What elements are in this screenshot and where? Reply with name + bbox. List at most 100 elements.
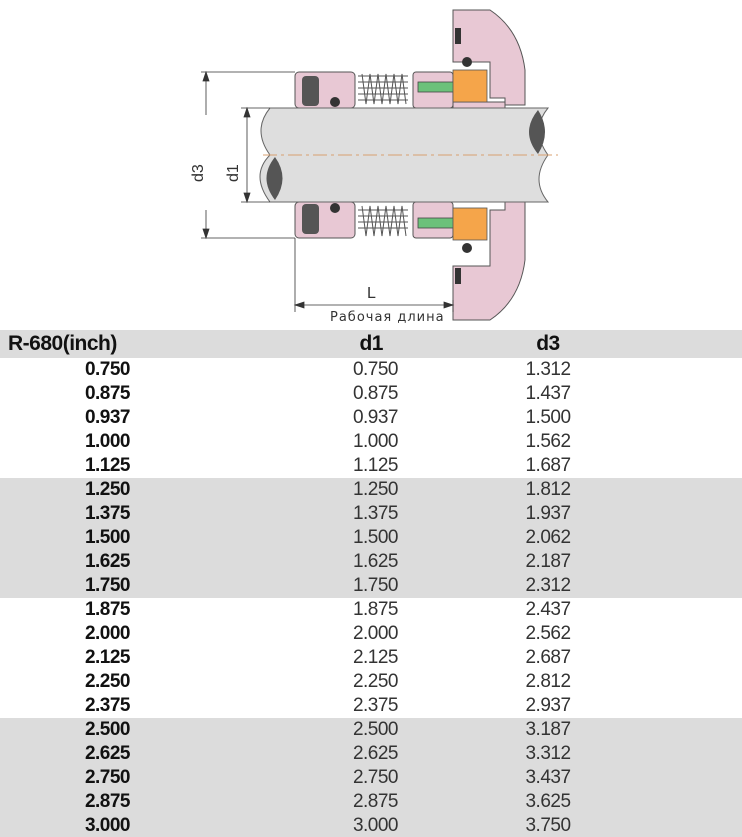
d3-cell: 3.437 [493, 766, 603, 790]
d3-cell: 2.062 [493, 526, 603, 550]
d3-cell: 3.750 [493, 814, 603, 837]
d3-cell: 2.812 [493, 670, 603, 694]
d3-cell: 2.187 [493, 550, 603, 574]
working-length-label: Рабочая длина [330, 310, 445, 325]
size-cell: 0.750 [0, 358, 148, 382]
size-cell: 1.375 [0, 502, 148, 526]
l-cell: 1.437 [603, 526, 742, 550]
d3-cell: 2.562 [493, 622, 603, 646]
l-cell: 1.562 [603, 718, 742, 742]
l-cell: 1.437 [603, 574, 742, 598]
size-cell: 1.250 [0, 478, 148, 502]
header-d3: d3 [493, 330, 603, 358]
d1-cell: 0.750 [148, 358, 493, 382]
l-cell: 1.500 [603, 598, 742, 622]
d3-cell: 1.500 [493, 406, 603, 430]
d3-cell: 3.625 [493, 790, 603, 814]
size-cell: 3.000 [0, 814, 148, 837]
d3-cell: 1.687 [493, 454, 603, 478]
drive-roller-bottom [302, 204, 319, 234]
o-ring [330, 97, 340, 107]
d1-cell: 0.937 [148, 406, 493, 430]
gasket-top [455, 28, 461, 44]
l-cell: 1.250 [603, 430, 742, 454]
d3-cell: 1.562 [493, 430, 603, 454]
d1-cell: 2.375 [148, 694, 493, 718]
spring-top [358, 73, 408, 105]
d1-cell: 1.125 [148, 454, 493, 478]
l-cell: 1.250 [603, 382, 742, 406]
l-cell: 1.500 [603, 646, 742, 670]
l-label: L [367, 285, 376, 302]
d1-cell: 1.250 [148, 478, 493, 502]
size-cell: 2.500 [0, 718, 148, 742]
d1-label: d1 [225, 164, 242, 182]
l-cell: 1.562 [603, 670, 742, 694]
d1-cell: 2.750 [148, 766, 493, 790]
size-cell: 2.625 [0, 742, 148, 766]
d1-cell: 2.125 [148, 646, 493, 670]
o-ring [462, 57, 472, 67]
size-cell: 0.937 [0, 406, 148, 430]
l-cell: 1.625 [603, 742, 742, 766]
dimension-lines [201, 70, 455, 312]
d1-cell: 2.250 [148, 670, 493, 694]
d1-cell: 1.625 [148, 550, 493, 574]
d1-cell: 3.000 [148, 814, 493, 837]
d1-cell: 1.375 [148, 502, 493, 526]
gasket-bottom [455, 268, 461, 284]
size-cell: 2.875 [0, 790, 148, 814]
shaft [259, 107, 550, 203]
d1-cell: 1.000 [148, 430, 493, 454]
size-cell: 1.000 [0, 430, 148, 454]
d3-cell: 2.687 [493, 646, 603, 670]
gland-housing [452, 9, 526, 321]
stationary-seat-bottom [452, 207, 488, 241]
l-cell: 1.250 [603, 358, 742, 382]
header-d1: d1 [148, 330, 493, 358]
seal-cross-section-diagram: d3 d1 L Рабочая длина [190, 9, 558, 325]
size-cell: 1.750 [0, 574, 148, 598]
size-cell: 1.500 [0, 526, 148, 550]
d3-cell: 3.187 [493, 718, 603, 742]
drive-pin [417, 217, 455, 229]
size-cell: 2.375 [0, 694, 148, 718]
l-cell: 1.437 [603, 502, 742, 526]
o-ring [462, 243, 472, 253]
size-cell: 1.875 [0, 598, 148, 622]
d1-cell: 1.750 [148, 574, 493, 598]
table-header-row: R-680(inch) d1 d3 L [0, 330, 742, 358]
drive-pin [417, 81, 455, 93]
d1-cell: 2.875 [148, 790, 493, 814]
l-cell: 1.687 [603, 814, 742, 837]
size-cell: 2.750 [0, 766, 148, 790]
size-cell: 1.625 [0, 550, 148, 574]
l-cell: 1.250 [603, 406, 742, 430]
dimensions-table: R-680(inch) d1 d3 L 0.7500.7501.3121.250… [0, 330, 742, 837]
d3-cell: 3.312 [493, 742, 603, 766]
d3-label: d3 [190, 164, 207, 182]
l-cell: 1.312 [603, 478, 742, 502]
l-cell: 1.437 [603, 550, 742, 574]
l-cell: 1.500 [603, 622, 742, 646]
d3-cell: 1.937 [493, 502, 603, 526]
l-cell: 1.250 [603, 454, 742, 478]
l-cell: 1.625 [603, 766, 742, 790]
